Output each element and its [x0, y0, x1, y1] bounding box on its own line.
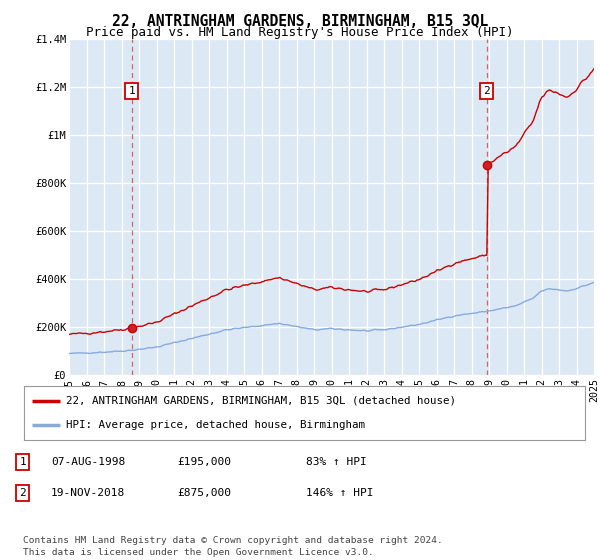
Text: 19-NOV-2018: 19-NOV-2018 — [51, 488, 125, 498]
Text: HPI: Average price, detached house, Birmingham: HPI: Average price, detached house, Birm… — [66, 420, 365, 430]
Text: Price paid vs. HM Land Registry's House Price Index (HPI): Price paid vs. HM Land Registry's House … — [86, 26, 514, 39]
Text: 83% ↑ HPI: 83% ↑ HPI — [306, 457, 367, 467]
Text: £875,000: £875,000 — [177, 488, 231, 498]
Text: 22, ANTRINGHAM GARDENS, BIRMINGHAM, B15 3QL: 22, ANTRINGHAM GARDENS, BIRMINGHAM, B15 … — [112, 14, 488, 29]
Text: 07-AUG-1998: 07-AUG-1998 — [51, 457, 125, 467]
Text: 2: 2 — [19, 488, 26, 498]
Text: £195,000: £195,000 — [177, 457, 231, 467]
Text: 1: 1 — [19, 457, 26, 467]
Text: 22, ANTRINGHAM GARDENS, BIRMINGHAM, B15 3QL (detached house): 22, ANTRINGHAM GARDENS, BIRMINGHAM, B15 … — [66, 396, 456, 406]
Text: 1: 1 — [128, 86, 135, 96]
Text: 2: 2 — [484, 86, 490, 96]
Text: 146% ↑ HPI: 146% ↑ HPI — [306, 488, 373, 498]
Text: Contains HM Land Registry data © Crown copyright and database right 2024.
This d: Contains HM Land Registry data © Crown c… — [23, 536, 443, 557]
